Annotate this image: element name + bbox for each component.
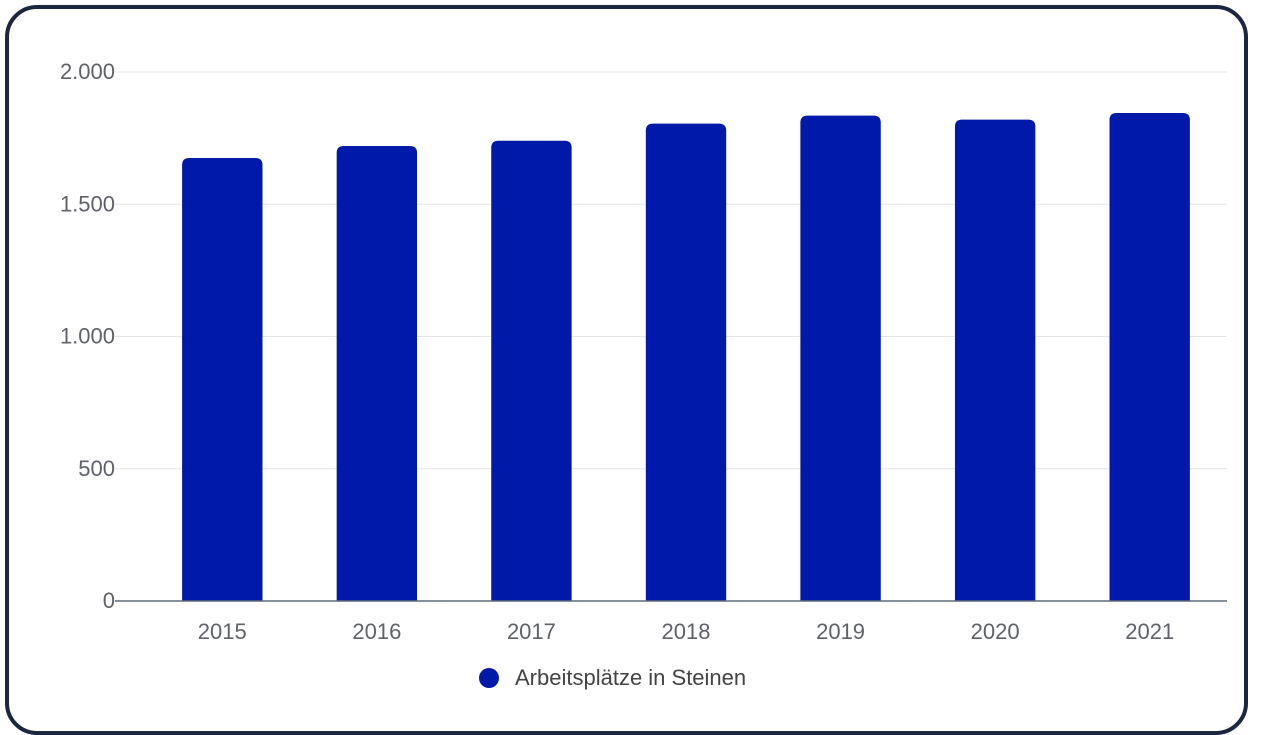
bar-2021[interactable] bbox=[1109, 112, 1190, 601]
x-tick-label: 2021 bbox=[1125, 619, 1174, 644]
bar-2020[interactable] bbox=[954, 119, 1036, 602]
y-tick-label: 1.500 bbox=[60, 191, 115, 216]
y-tick-label: 0 bbox=[103, 588, 115, 613]
x-tick-label: 2016 bbox=[352, 619, 401, 644]
x-axis-ticks: 2015 2016 2017 2018 2019 2020 2021 bbox=[198, 619, 1174, 644]
x-tick-label: 2018 bbox=[662, 619, 711, 644]
bar-2018[interactable] bbox=[645, 123, 727, 601]
bar-2017[interactable] bbox=[491, 140, 572, 601]
legend[interactable]: Arbeitsplätze in Steinen bbox=[479, 665, 746, 690]
x-tick-label: 2015 bbox=[198, 619, 247, 644]
bar-2016[interactable] bbox=[336, 146, 418, 601]
y-tick-label: 2.000 bbox=[60, 59, 115, 84]
legend-label: Arbeitsplätze in Steinen bbox=[515, 665, 746, 690]
x-tick-label: 2017 bbox=[507, 619, 556, 644]
legend-marker bbox=[479, 668, 499, 688]
bar-2019[interactable] bbox=[800, 115, 881, 601]
bars bbox=[182, 112, 1190, 602]
x-tick-label: 2019 bbox=[816, 619, 865, 644]
bar-2015[interactable] bbox=[182, 157, 263, 601]
x-tick-label: 2020 bbox=[971, 619, 1020, 644]
y-tick-label: 500 bbox=[78, 456, 115, 481]
y-axis-ticks: 0 500 1.000 1.500 2.000 bbox=[60, 59, 115, 613]
y-tick-label: 1.000 bbox=[60, 324, 115, 349]
